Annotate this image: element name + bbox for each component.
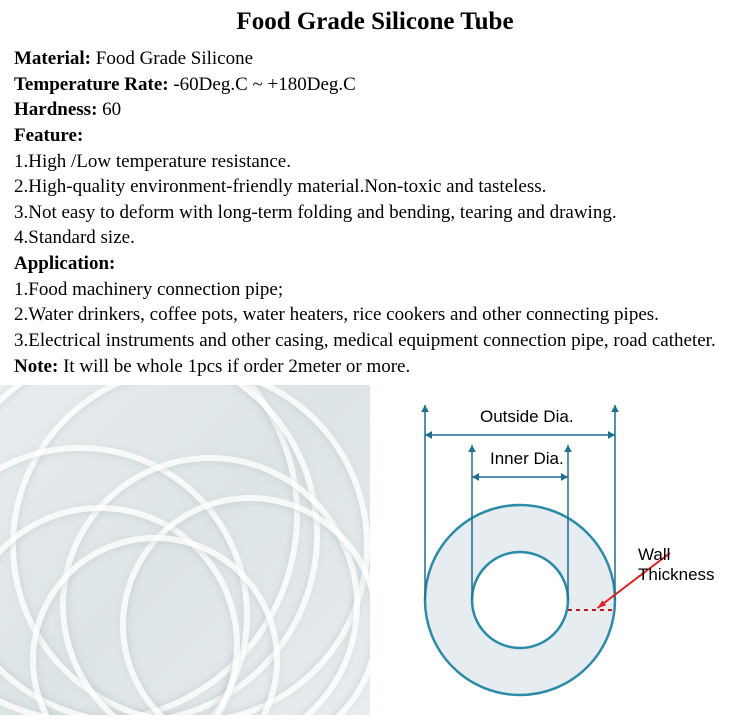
feature-heading: Feature: xyxy=(14,123,736,149)
feature-item: 1.High /Low temperature resistance. xyxy=(14,149,736,175)
temperature-value: -60Deg.C ~ +180Deg.C xyxy=(169,74,356,95)
wall-thickness-label: Wall Thickness xyxy=(638,545,750,585)
feature-item: 3.Not easy to deform with long-term fold… xyxy=(14,200,736,226)
page-title: Food Grade Silicone Tube xyxy=(14,8,736,36)
temperature-label: Temperature Rate: xyxy=(14,74,169,95)
application-item: 3.Electrical instruments and other casin… xyxy=(14,328,736,354)
application-heading: Application: xyxy=(14,251,736,277)
hardness-label: Hardness: xyxy=(14,99,97,120)
inner-dia-label: Inner Dia. xyxy=(490,449,564,469)
note-label: Note: xyxy=(14,356,58,377)
outside-dia-label: Outside Dia. xyxy=(480,407,574,427)
spec-temperature: Temperature Rate: -60Deg.C ~ +180Deg.C xyxy=(14,72,736,98)
application-item: 2.Water drinkers, coffee pots, water hea… xyxy=(14,302,736,328)
spec-hardness: Hardness: 60 xyxy=(14,97,736,123)
spec-note: Note: It will be whole 1pcs if order 2me… xyxy=(14,354,736,380)
note-value: It will be whole 1pcs if order 2meter or… xyxy=(58,356,410,377)
cross-section-diagram: Outside Dia. Inner Dia. Wall Thickness xyxy=(370,385,750,715)
feature-label: Feature: xyxy=(14,125,83,146)
product-photo xyxy=(0,385,370,715)
image-row: Outside Dia. Inner Dia. Wall Thickness xyxy=(0,385,750,715)
hardness-value: 60 xyxy=(97,99,121,120)
application-label: Application: xyxy=(14,253,115,274)
spec-material: Material: Food Grade Silicone xyxy=(14,46,736,72)
feature-item: 4.Standard size. xyxy=(14,225,736,251)
material-value: Food Grade Silicone xyxy=(91,48,253,69)
product-sheet: Food Grade Silicone Tube Material: Food … xyxy=(0,0,750,379)
feature-item: 2.High-quality environment-friendly mate… xyxy=(14,174,736,200)
application-item: 1.Food machinery connection pipe; xyxy=(14,277,736,303)
material-label: Material: xyxy=(14,48,91,69)
